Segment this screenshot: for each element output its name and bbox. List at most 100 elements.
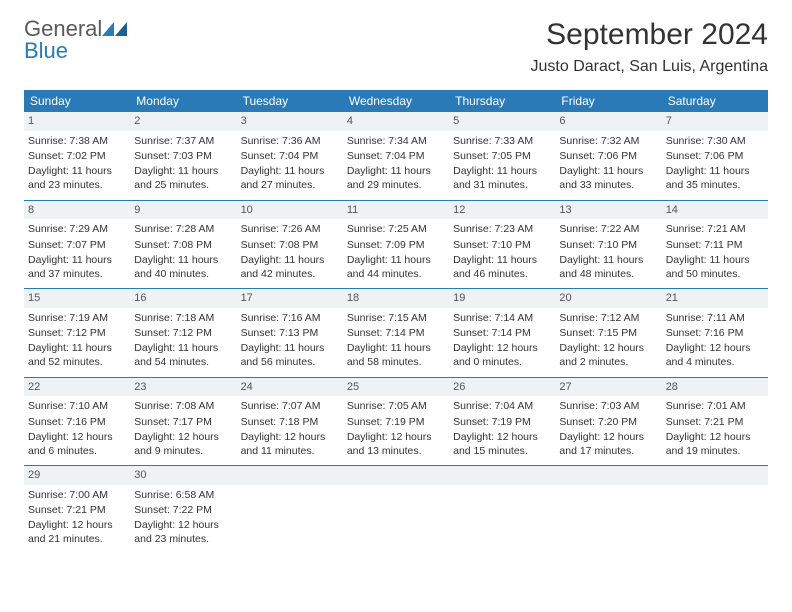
day-cell: 7Sunrise: 7:30 AMSunset: 7:06 PMDaylight… xyxy=(662,112,768,200)
sunrise-text: Sunrise: 7:11 AM xyxy=(666,311,764,325)
sunset-text: Sunset: 7:16 PM xyxy=(666,326,764,340)
day-number: 8 xyxy=(24,201,130,220)
weekday-header: Wednesday xyxy=(343,90,449,112)
location-text: Justo Daract, San Luis, Argentina xyxy=(531,58,768,76)
logo-text: GeneralBlue xyxy=(24,18,128,62)
calendar-table: Sunday Monday Tuesday Wednesday Thursday… xyxy=(24,90,768,554)
logo-word-blue: Blue xyxy=(24,38,68,63)
day-cell: 8Sunrise: 7:29 AMSunset: 7:07 PMDaylight… xyxy=(24,200,130,289)
sunrise-text: Sunrise: 7:32 AM xyxy=(559,134,657,148)
day-cell: 30Sunrise: 6:58 AMSunset: 7:22 PMDayligh… xyxy=(130,466,236,554)
empty-cell xyxy=(555,466,661,554)
day-number: 25 xyxy=(343,378,449,397)
day-cell: 25Sunrise: 7:05 AMSunset: 7:19 PMDayligh… xyxy=(343,377,449,466)
daylight-text: Daylight: 12 hours and 6 minutes. xyxy=(28,430,126,458)
weekday-header: Thursday xyxy=(449,90,555,112)
weekday-header: Saturday xyxy=(662,90,768,112)
sunset-text: Sunset: 7:05 PM xyxy=(453,149,551,163)
day-number: 13 xyxy=(555,201,661,220)
daylight-text: Daylight: 12 hours and 17 minutes. xyxy=(559,430,657,458)
sunset-text: Sunset: 7:14 PM xyxy=(347,326,445,340)
sunrise-text: Sunrise: 7:22 AM xyxy=(559,222,657,236)
day-cell: 19Sunrise: 7:14 AMSunset: 7:14 PMDayligh… xyxy=(449,289,555,378)
day-cell: 18Sunrise: 7:15 AMSunset: 7:14 PMDayligh… xyxy=(343,289,449,378)
day-cell: 22Sunrise: 7:10 AMSunset: 7:16 PMDayligh… xyxy=(24,377,130,466)
daylight-text: Daylight: 11 hours and 58 minutes. xyxy=(347,341,445,369)
daylight-text: Daylight: 12 hours and 13 minutes. xyxy=(347,430,445,458)
sunrise-text: Sunrise: 7:30 AM xyxy=(666,134,764,148)
daylight-text: Daylight: 11 hours and 25 minutes. xyxy=(134,164,232,192)
sunrise-text: Sunrise: 6:58 AM xyxy=(134,488,232,502)
weekday-header: Monday xyxy=(130,90,236,112)
sunrise-text: Sunrise: 7:15 AM xyxy=(347,311,445,325)
day-cell: 24Sunrise: 7:07 AMSunset: 7:18 PMDayligh… xyxy=(237,377,343,466)
sunset-text: Sunset: 7:02 PM xyxy=(28,149,126,163)
sunrise-text: Sunrise: 7:28 AM xyxy=(134,222,232,236)
weekday-header: Friday xyxy=(555,90,661,112)
sunrise-text: Sunrise: 7:18 AM xyxy=(134,311,232,325)
day-number: 27 xyxy=(555,378,661,397)
title-block: September 2024 Justo Daract, San Luis, A… xyxy=(531,18,768,76)
day-cell: 14Sunrise: 7:21 AMSunset: 7:11 PMDayligh… xyxy=(662,200,768,289)
sunrise-text: Sunrise: 7:38 AM xyxy=(28,134,126,148)
daylight-text: Daylight: 11 hours and 52 minutes. xyxy=(28,341,126,369)
day-number: 29 xyxy=(24,466,130,485)
day-cell: 28Sunrise: 7:01 AMSunset: 7:21 PMDayligh… xyxy=(662,377,768,466)
sunrise-text: Sunrise: 7:00 AM xyxy=(28,488,126,502)
sunset-text: Sunset: 7:09 PM xyxy=(347,238,445,252)
daylight-text: Daylight: 11 hours and 44 minutes. xyxy=(347,253,445,281)
sunrise-text: Sunrise: 7:33 AM xyxy=(453,134,551,148)
day-cell: 15Sunrise: 7:19 AMSunset: 7:12 PMDayligh… xyxy=(24,289,130,378)
daylight-text: Daylight: 11 hours and 33 minutes. xyxy=(559,164,657,192)
weekday-header: Sunday xyxy=(24,90,130,112)
sunset-text: Sunset: 7:07 PM xyxy=(28,238,126,252)
day-cell: 1Sunrise: 7:38 AMSunset: 7:02 PMDaylight… xyxy=(24,112,130,200)
day-cell: 20Sunrise: 7:12 AMSunset: 7:15 PMDayligh… xyxy=(555,289,661,378)
sunset-text: Sunset: 7:17 PM xyxy=(134,415,232,429)
day-cell: 27Sunrise: 7:03 AMSunset: 7:20 PMDayligh… xyxy=(555,377,661,466)
empty-cell xyxy=(343,466,449,554)
day-cell: 4Sunrise: 7:34 AMSunset: 7:04 PMDaylight… xyxy=(343,112,449,200)
sunset-text: Sunset: 7:10 PM xyxy=(453,238,551,252)
weekday-header: Tuesday xyxy=(237,90,343,112)
daylight-text: Daylight: 11 hours and 56 minutes. xyxy=(241,341,339,369)
day-number: 20 xyxy=(555,289,661,308)
sunrise-text: Sunrise: 7:03 AM xyxy=(559,399,657,413)
sunset-text: Sunset: 7:06 PM xyxy=(559,149,657,163)
sunset-text: Sunset: 7:12 PM xyxy=(134,326,232,340)
empty-cell xyxy=(237,466,343,554)
day-number: 5 xyxy=(449,112,555,131)
daylight-text: Daylight: 11 hours and 40 minutes. xyxy=(134,253,232,281)
logo: GeneralBlue xyxy=(24,18,128,62)
sunrise-text: Sunrise: 7:23 AM xyxy=(453,222,551,236)
sunrise-text: Sunrise: 7:01 AM xyxy=(666,399,764,413)
day-number: 24 xyxy=(237,378,343,397)
sunset-text: Sunset: 7:21 PM xyxy=(28,503,126,517)
sunrise-text: Sunrise: 7:07 AM xyxy=(241,399,339,413)
day-number: 22 xyxy=(24,378,130,397)
daylight-text: Daylight: 12 hours and 23 minutes. xyxy=(134,518,232,546)
sunset-text: Sunset: 7:12 PM xyxy=(28,326,126,340)
sunset-text: Sunset: 7:14 PM xyxy=(453,326,551,340)
day-number: 1 xyxy=(24,112,130,131)
day-cell: 5Sunrise: 7:33 AMSunset: 7:05 PMDaylight… xyxy=(449,112,555,200)
sunrise-text: Sunrise: 7:16 AM xyxy=(241,311,339,325)
daylight-text: Daylight: 11 hours and 48 minutes. xyxy=(559,253,657,281)
sunset-text: Sunset: 7:08 PM xyxy=(134,238,232,252)
day-number: 14 xyxy=(662,201,768,220)
day-cell: 17Sunrise: 7:16 AMSunset: 7:13 PMDayligh… xyxy=(237,289,343,378)
sunrise-text: Sunrise: 7:04 AM xyxy=(453,399,551,413)
daylight-text: Daylight: 11 hours and 37 minutes. xyxy=(28,253,126,281)
empty-cell xyxy=(662,466,768,554)
day-number: 4 xyxy=(343,112,449,131)
day-number: 21 xyxy=(662,289,768,308)
day-number: 9 xyxy=(130,201,236,220)
day-number: 26 xyxy=(449,378,555,397)
sunrise-text: Sunrise: 7:08 AM xyxy=(134,399,232,413)
empty-cell xyxy=(449,466,555,554)
daylight-text: Daylight: 11 hours and 54 minutes. xyxy=(134,341,232,369)
sunrise-text: Sunrise: 7:26 AM xyxy=(241,222,339,236)
sunset-text: Sunset: 7:22 PM xyxy=(134,503,232,517)
sunrise-text: Sunrise: 7:05 AM xyxy=(347,399,445,413)
daylight-text: Daylight: 12 hours and 9 minutes. xyxy=(134,430,232,458)
